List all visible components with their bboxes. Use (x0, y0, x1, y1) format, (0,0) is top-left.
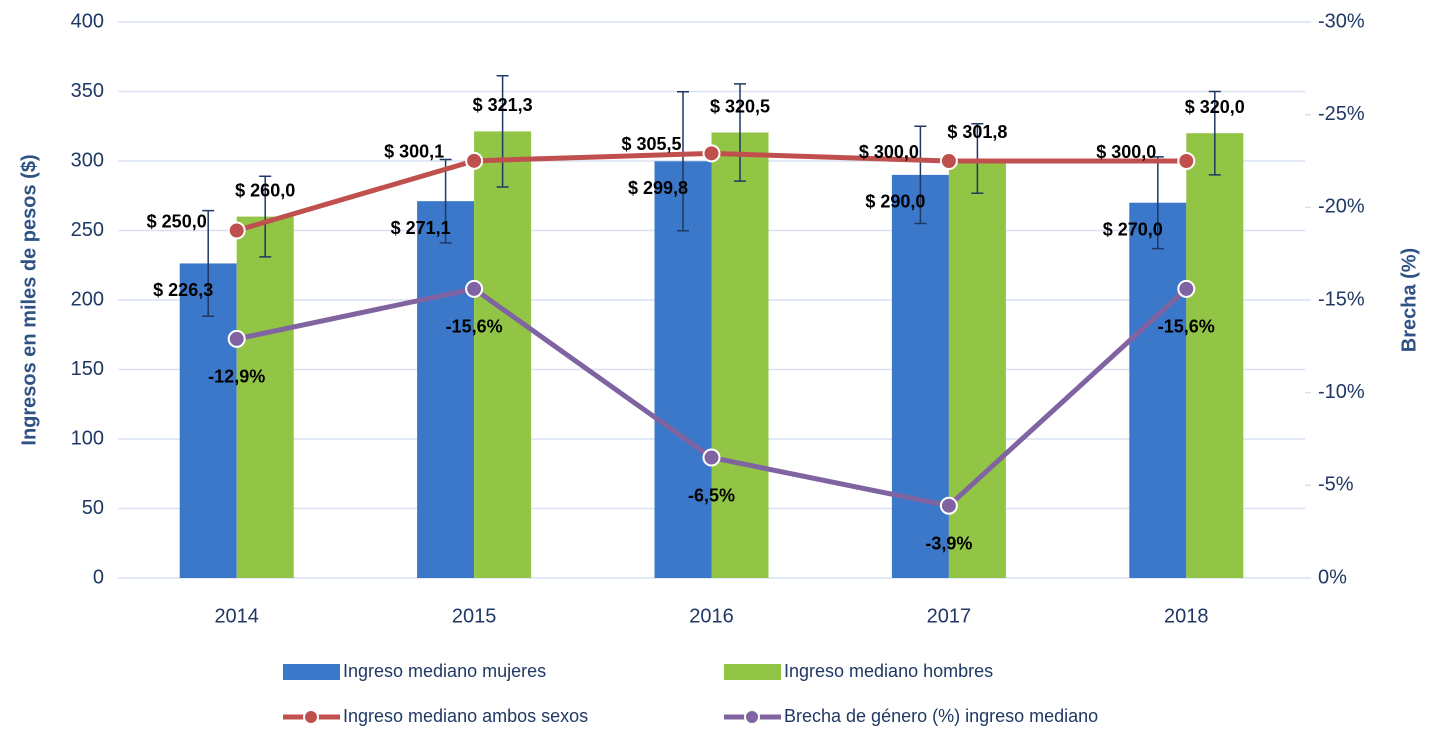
data-label: $ 270,0 (1103, 219, 1163, 239)
bar (236, 216, 294, 578)
legend-swatch (283, 664, 340, 680)
error-bar (496, 75, 509, 188)
data-label: $ 271,1 (391, 218, 451, 238)
data-label: $ 301,8 (947, 122, 1007, 142)
y-tick-label: 150 (71, 358, 104, 380)
bar (474, 131, 532, 578)
y-tick-label: 0 (93, 566, 104, 588)
marker (465, 279, 484, 298)
y2-tick-label: -5% (1318, 474, 1354, 496)
bar (711, 132, 769, 578)
bar (891, 174, 949, 578)
error-bar (259, 175, 272, 258)
x-tick-label: 2015 (452, 605, 497, 627)
x-tick-label: 2014 (214, 605, 259, 627)
marker (702, 448, 721, 467)
marker (939, 152, 958, 170)
y2-tick-label: -20% (1318, 196, 1365, 218)
legend-label: Ingreso mediano ambos sexos (343, 706, 588, 726)
y-tick-label: 300 (71, 149, 104, 171)
error-bar (1208, 90, 1221, 176)
data-label: $ 300,0 (1096, 142, 1156, 162)
y2-axis-title: Brecha (%) (1398, 248, 1420, 352)
error-bar (971, 122, 984, 194)
data-label: -3,9% (925, 533, 972, 553)
error-bar (439, 158, 452, 244)
data-label: $ 320,0 (1185, 97, 1245, 117)
error-bar (677, 91, 689, 232)
y-axis-title: Ingresos en miles de pesos ($) (18, 154, 40, 445)
data-label: -6,5% (688, 485, 735, 505)
data-label: $ 320,5 (710, 96, 770, 116)
data-label: -12,9% (208, 367, 265, 387)
y-tick-label: 350 (71, 80, 104, 102)
y-tick-label: 100 (71, 427, 104, 449)
y-tick-label: 250 (71, 219, 104, 241)
data-label: $ 260,0 (235, 180, 295, 200)
marker (1177, 152, 1196, 170)
data-label: $ 226,3 (153, 280, 213, 300)
y2-tick-label: -10% (1318, 381, 1365, 403)
y2-tick-label: 0% (1318, 566, 1347, 588)
x-tick-label: 2017 (927, 605, 972, 627)
legend-label: Ingreso mediano hombres (784, 661, 993, 681)
data-label: $ 290,0 (865, 192, 925, 212)
marker (939, 496, 958, 515)
legend-swatch (724, 664, 781, 680)
y2-tick-label: -25% (1318, 103, 1365, 125)
bar (948, 158, 1006, 579)
data-label: $ 250,0 (147, 211, 207, 231)
x-tick-label: 2016 (689, 605, 734, 627)
legend-marker (744, 709, 760, 725)
y-tick-label: 200 (71, 288, 104, 310)
y2-tick-label: -15% (1318, 288, 1365, 310)
bar (1129, 202, 1187, 578)
marker (702, 144, 721, 163)
bar (417, 201, 475, 578)
error-bar (202, 209, 215, 318)
x-tick-label: 2018 (1164, 605, 1209, 627)
marker (227, 329, 246, 348)
data-label: -15,6% (1158, 317, 1215, 337)
marker (227, 221, 246, 240)
y-tick-label: 50 (82, 497, 104, 519)
error-bar (914, 125, 927, 225)
data-label: $ 305,5 (621, 134, 681, 154)
error-bar (1151, 156, 1164, 250)
marker (1177, 279, 1196, 298)
error-bar (734, 83, 746, 182)
legend-label: Ingreso mediano mujeres (343, 661, 546, 681)
data-label: $ 300,0 (859, 142, 919, 162)
bar (1186, 133, 1244, 578)
data-label: $ 300,1 (384, 142, 444, 162)
data-label: $ 299,8 (628, 178, 688, 198)
data-label: $ 321,3 (473, 95, 533, 115)
data-label: -15,6% (446, 317, 503, 337)
legend-label: Brecha de género (%) ingreso mediano (784, 706, 1098, 726)
legend-marker (303, 709, 319, 725)
y-tick-label: 400 (71, 10, 104, 32)
y2-tick-label: -30% (1318, 10, 1365, 32)
marker (465, 151, 484, 170)
